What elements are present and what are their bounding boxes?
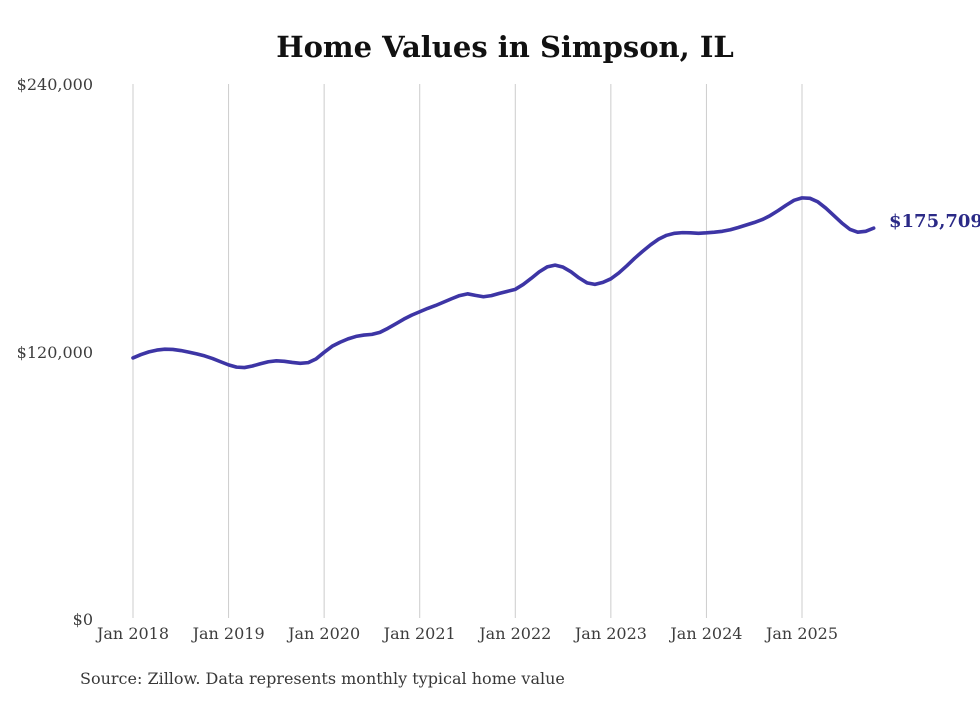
home-value-line xyxy=(131,196,876,370)
x-tick-label-jan-2025: Jan 2025 xyxy=(764,624,838,643)
x-tick-label-jan-2020: Jan 2020 xyxy=(286,624,360,643)
latest-value-label: $175,709 xyxy=(889,211,980,232)
x-axis: Jan 2018 Jan 2019 Jan 2020 Jan 2021 Jan … xyxy=(95,624,838,643)
y-tick-label-240000: $240,000 xyxy=(17,75,93,94)
chart-title: Home Values in Simpson, IL xyxy=(276,30,734,64)
y-axis: $240,000 $120,000 $0 xyxy=(17,75,93,629)
x-tick-label-jan-2021: Jan 2021 xyxy=(382,624,456,643)
x-tick-label-jan-2022: Jan 2022 xyxy=(477,624,551,643)
x-tick-label-jan-2019: Jan 2019 xyxy=(191,624,265,643)
y-tick-label-0: $0 xyxy=(73,610,93,629)
y-tick-label-120000: $120,000 xyxy=(17,343,93,362)
x-tick-label-jan-2023: Jan 2023 xyxy=(573,624,647,643)
x-tick-label-jan-2018: Jan 2018 xyxy=(95,624,169,643)
source-note: Source: Zillow. Data represents monthly … xyxy=(80,669,565,688)
vertical-gridlines xyxy=(132,84,803,618)
x-tick-label-jan-2024: Jan 2024 xyxy=(668,624,742,643)
